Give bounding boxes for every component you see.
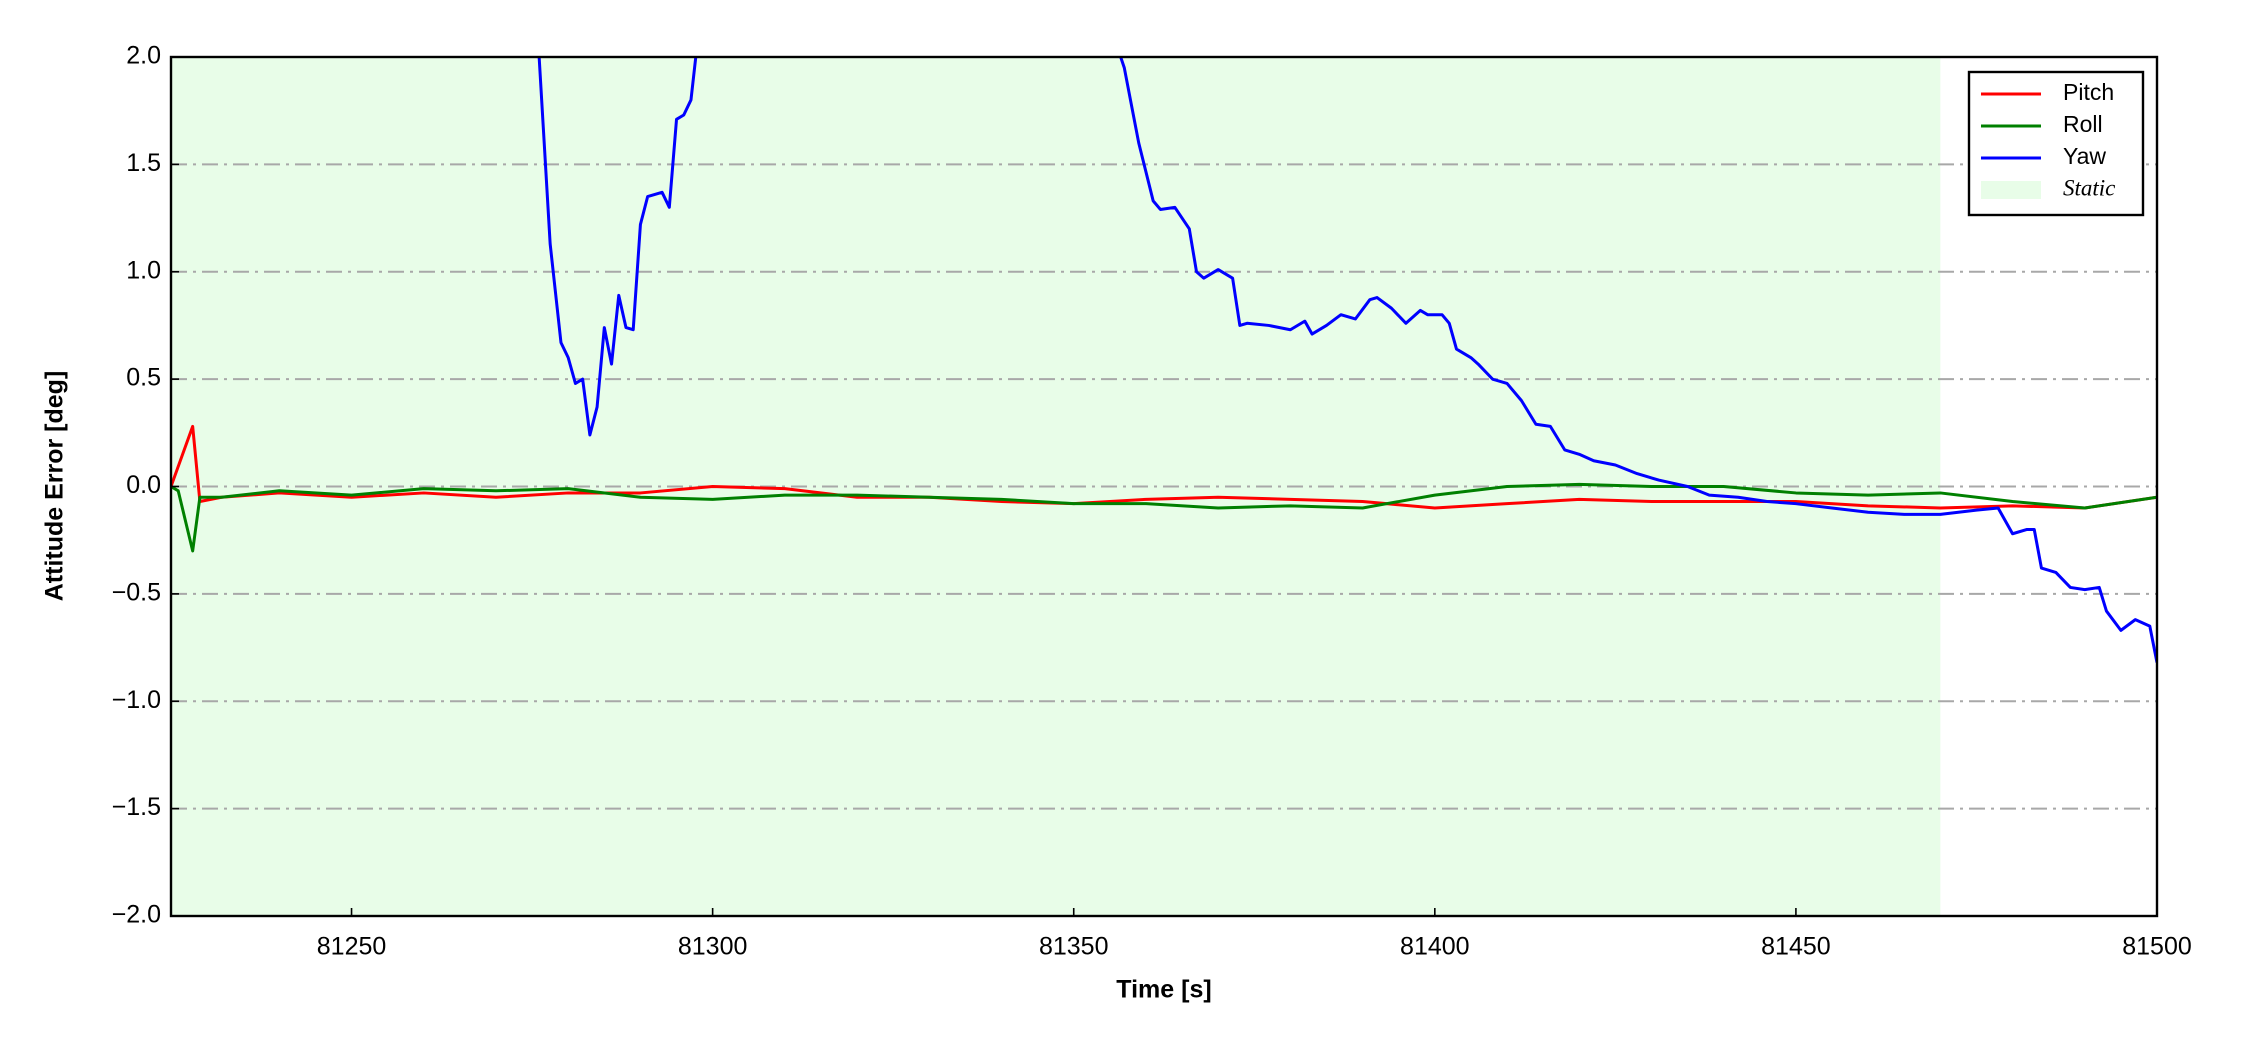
x-tick-label: 81450	[1761, 933, 1831, 961]
x-tick-label: 81350	[1039, 933, 1109, 961]
legend: Pitch Roll Yaw Static	[1967, 70, 2145, 217]
y-tick-label: 0.0	[126, 471, 161, 499]
series-line	[537, 57, 2157, 663]
legend-label: Yaw	[2063, 143, 2106, 169]
x-tick-label: 81500	[2122, 933, 2192, 961]
legend-label: Static	[2063, 175, 2115, 200]
ticks: −2.0 −1.5 −1.0 −0.5 0.0 0.5 1.0 1.5 2.0 81250 8130…	[112, 42, 2192, 961]
grid	[171, 163, 2157, 810]
legend-swatch	[1981, 181, 2041, 199]
x-tick-label: 81250	[317, 933, 387, 961]
y-tick-label: −1.0	[112, 686, 161, 714]
x-axis-label: Time [s]	[1116, 976, 1211, 1004]
y-tick-label: 1.5	[126, 149, 161, 177]
legend-label: Pitch	[2063, 79, 2114, 105]
x-tick-label: 81400	[1400, 933, 1470, 961]
legend-label: Roll	[2063, 111, 2103, 137]
y-tick-label: 2.0	[126, 42, 161, 70]
y-axis-label: Attitude Error [deg]	[41, 371, 69, 602]
x-tick-label: 81300	[678, 933, 748, 961]
y-tick-label: 1.0	[126, 256, 161, 284]
y-tick-label: −2.0	[112, 901, 161, 929]
series-line	[171, 482, 2157, 553]
y-tick-label: −0.5	[112, 578, 161, 606]
y-tick-label: 0.5	[126, 364, 161, 392]
lines	[171, 57, 2157, 663]
y-tick-label: −1.5	[112, 793, 161, 821]
